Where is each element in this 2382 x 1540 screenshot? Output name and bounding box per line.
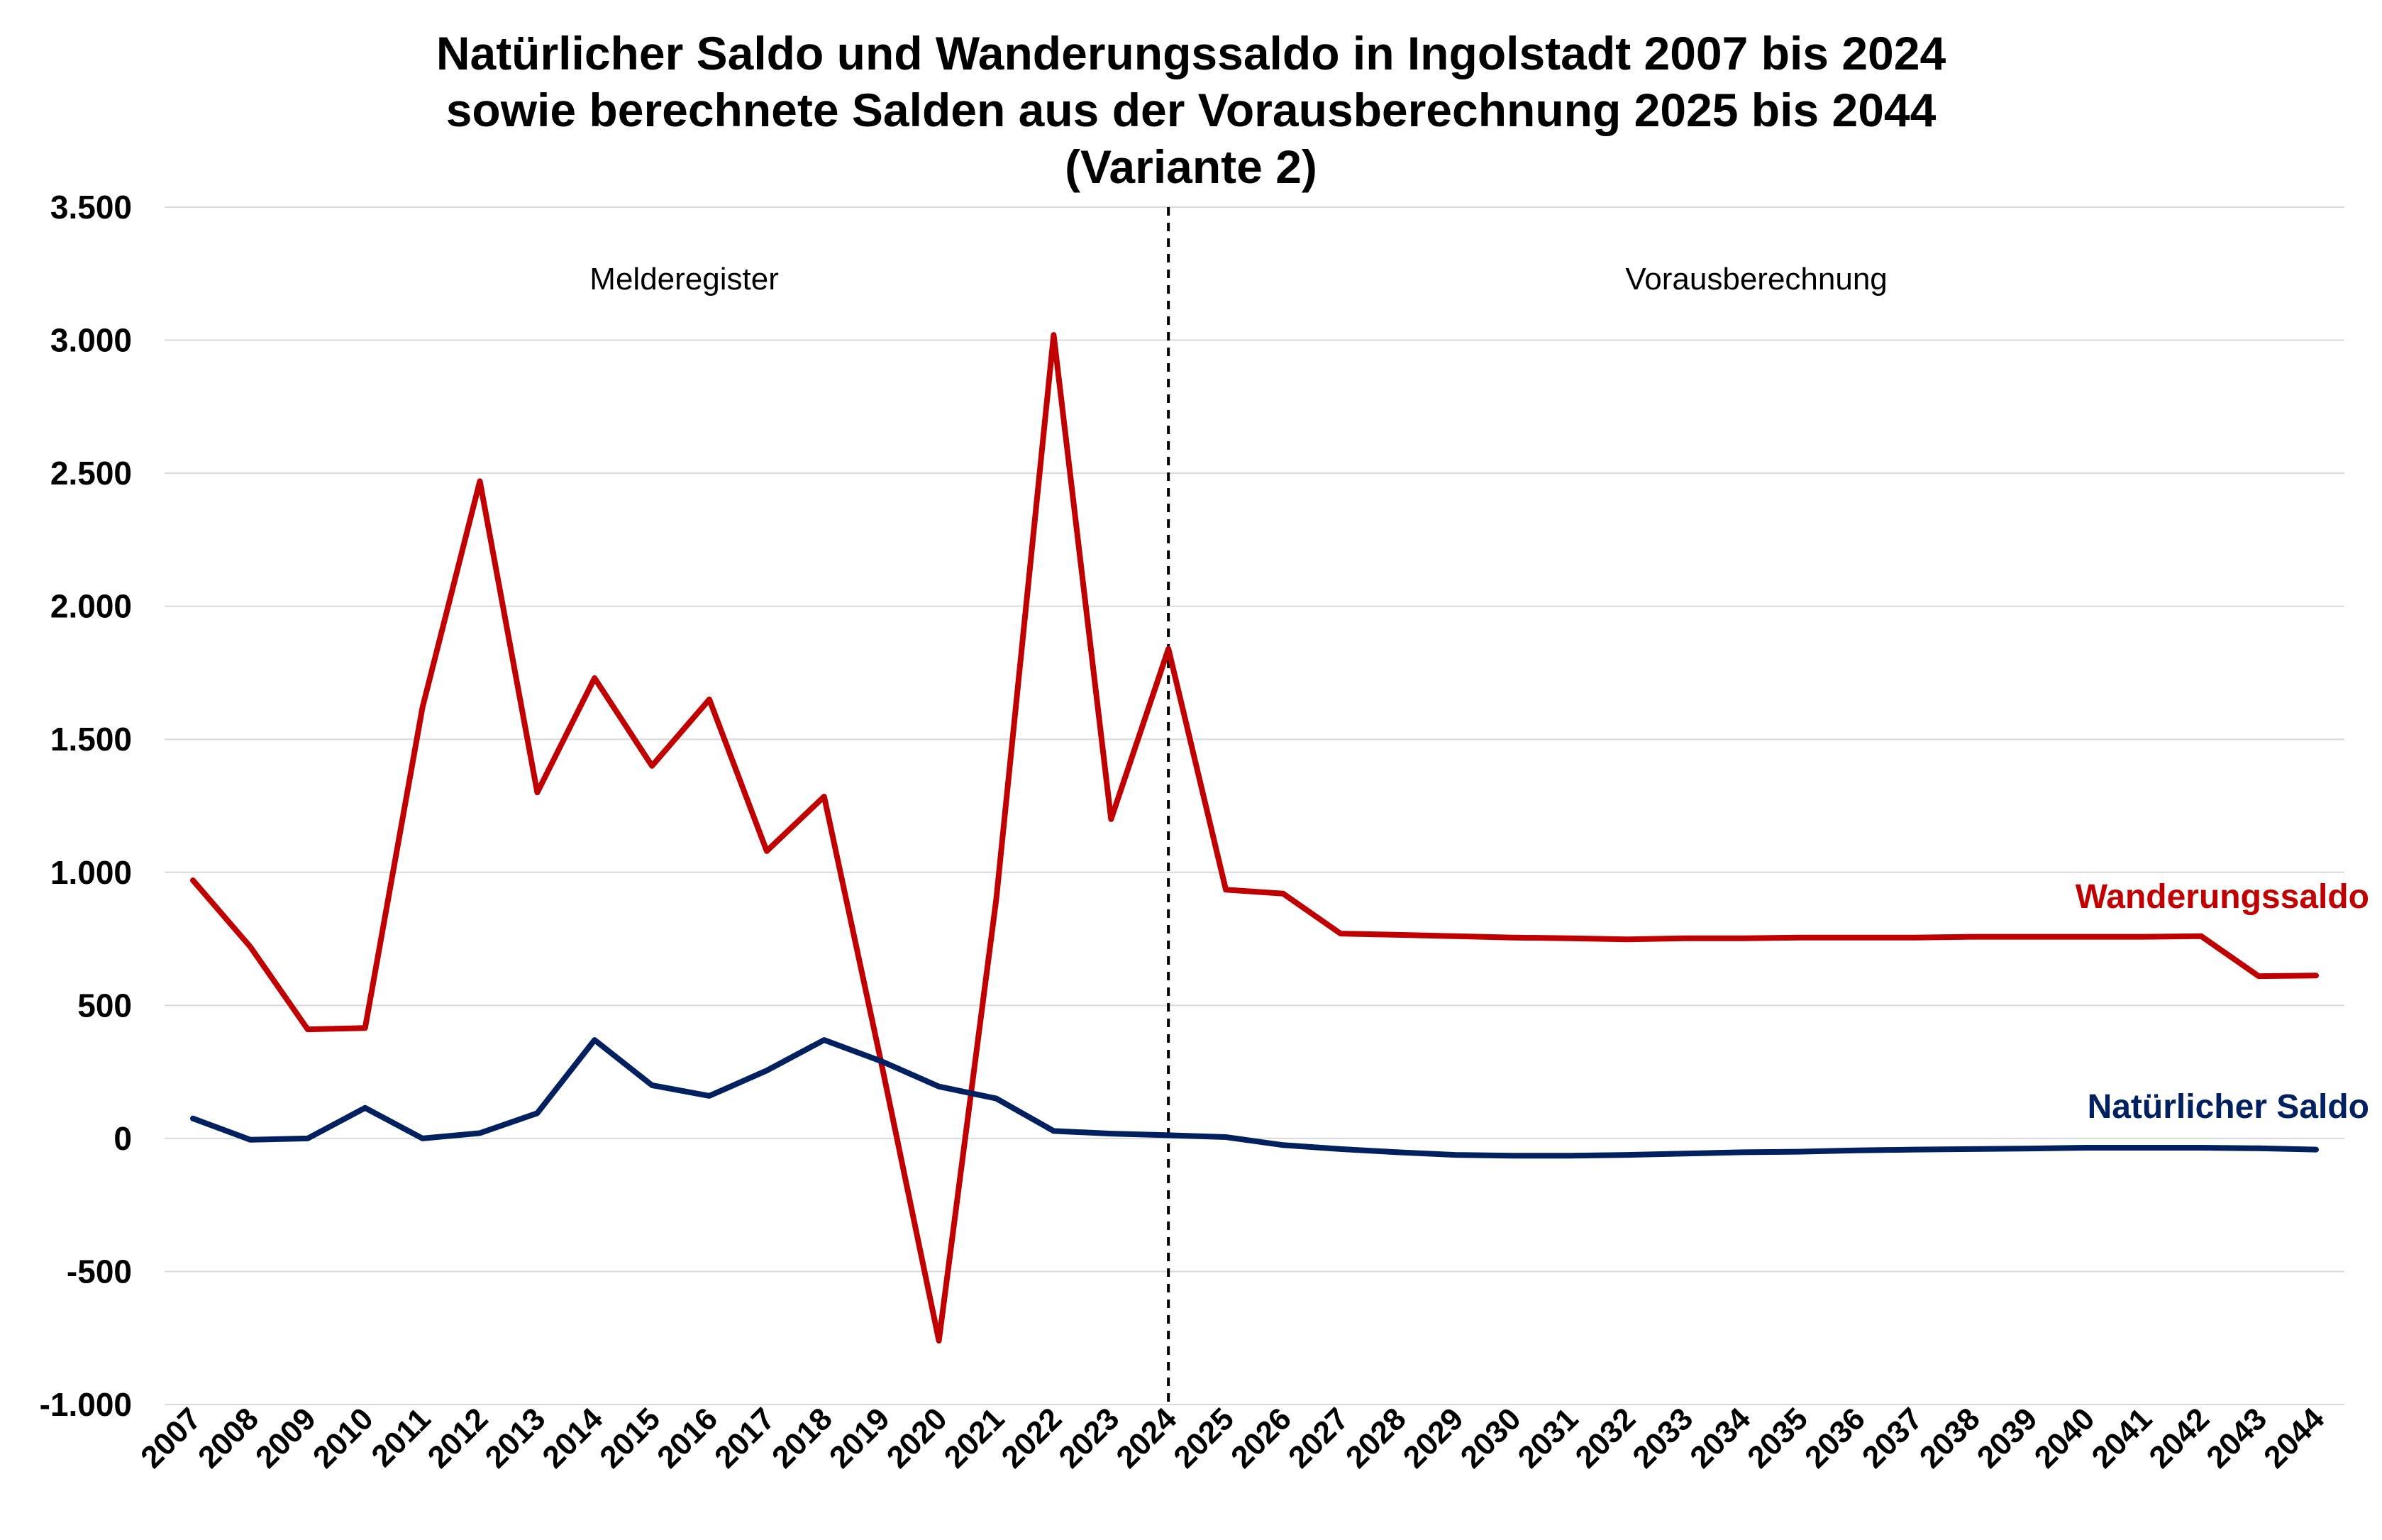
y-tick-label: 1.000 (50, 854, 132, 891)
series-label-wanderungssaldo: Wanderungssaldo (2076, 878, 2369, 916)
x-tick-label: 2013 (479, 1401, 553, 1475)
y-tick-label: -1.000 (40, 1386, 132, 1423)
x-tick-label: 2037 (1856, 1401, 1929, 1475)
x-tick-label: 2016 (650, 1401, 724, 1475)
chart-title-line-2: sowie berechnete Salden aus der Vorausbe… (446, 84, 1937, 136)
x-tick-label: 2035 (1741, 1401, 1815, 1475)
x-tick-label: 2041 (2085, 1401, 2159, 1475)
x-tick-label: 2034 (1683, 1401, 1757, 1475)
x-tick-label: 2031 (1512, 1401, 1585, 1475)
x-tick-label: 2023 (1052, 1401, 1126, 1475)
x-tick-label: 2022 (995, 1401, 1069, 1475)
y-tick-label: -500 (67, 1253, 132, 1290)
y-tick-label: 3.500 (50, 189, 132, 226)
x-tick-label: 2043 (2200, 1401, 2273, 1475)
x-tick-label: 2021 (938, 1401, 1012, 1475)
x-tick-label: 2009 (249, 1401, 323, 1475)
x-tick-label: 2042 (2142, 1401, 2216, 1475)
x-tick-label: 2010 (306, 1401, 380, 1475)
gridlines (165, 206, 2344, 1405)
x-tick-label: 2015 (593, 1401, 667, 1475)
x-tick-label: 2032 (1569, 1401, 1643, 1475)
series-label-natuerlicher-saldo: Natürlicher Saldo (2088, 1088, 2369, 1126)
chart-title-line-3: (Variante 2) (1065, 140, 1317, 193)
x-tick-label: 2033 (1626, 1401, 1700, 1475)
y-tick-label: 2.000 (50, 588, 132, 625)
series-line-0 (190, 332, 2319, 1344)
x-tick-label: 2029 (1397, 1401, 1470, 1475)
x-tick-label: 2028 (1339, 1401, 1413, 1475)
x-tick-label: 2038 (1913, 1401, 1987, 1475)
x-tick-label: 2025 (1167, 1401, 1241, 1475)
x-tick-label: 2007 (134, 1401, 208, 1475)
y-axis-ticks: -1.000 -500 0 500 1.000 1.500 2.000 2.500 3.000 3… (40, 189, 132, 1423)
x-tick-label: 2026 (1224, 1401, 1298, 1475)
chart-title-line-1: Natürlicher Saldo und Wanderungssaldo in… (436, 27, 1946, 79)
series-lines (190, 332, 2319, 1344)
x-tick-label: 2040 (2028, 1401, 2102, 1475)
y-tick-label: 500 (77, 987, 132, 1024)
x-tick-label: 2027 (1282, 1401, 1356, 1475)
x-tick-label: 2039 (1971, 1401, 2044, 1475)
x-tick-label: 2011 (365, 1401, 437, 1473)
x-tick-label: 2018 (765, 1401, 839, 1475)
series-line-1 (190, 1037, 2319, 1159)
y-tick-label: 3.000 (50, 322, 132, 359)
x-tick-label: 2019 (823, 1401, 897, 1475)
x-tick-label: 2008 (192, 1401, 265, 1475)
x-tick-label: 2036 (1798, 1401, 1872, 1475)
x-tick-label: 2020 (880, 1401, 954, 1475)
y-tick-label: 0 (113, 1120, 132, 1157)
chart-title: Natürlicher Saldo und Wanderungssaldo in… (436, 27, 1946, 193)
x-axis-ticks: 2007200820092010201120122013201420152016… (134, 1401, 2331, 1475)
x-tick-label: 2014 (536, 1401, 609, 1475)
region-label-melderegister: Melderegister (589, 262, 779, 297)
y-tick-label: 2.500 (50, 455, 132, 492)
x-tick-label: 2024 (1109, 1401, 1183, 1475)
region-label-vorausberechnung: Vorausberechnung (1625, 262, 1887, 297)
x-tick-label: 2030 (1454, 1401, 1528, 1475)
x-tick-label: 2044 (2257, 1401, 2331, 1475)
y-tick-label: 1.500 (50, 721, 132, 758)
x-tick-label: 2012 (421, 1401, 495, 1475)
x-tick-label: 2017 (708, 1401, 782, 1475)
